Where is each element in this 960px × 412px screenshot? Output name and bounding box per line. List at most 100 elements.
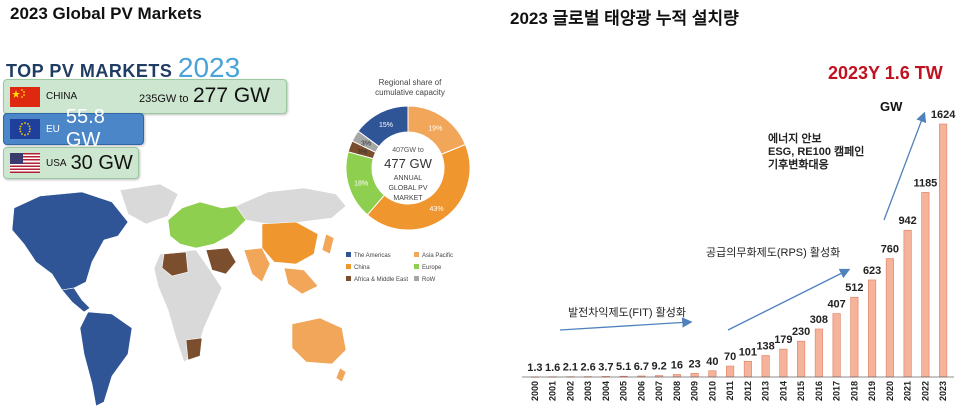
bar-value-label: 70 <box>724 351 736 363</box>
x-tick-label: 2012 <box>743 381 753 401</box>
market-box-china: CHINA 235GW to 277 GW <box>3 79 287 114</box>
donut-caption-line1: Regional share of <box>379 78 442 87</box>
bar-value-label: 16 <box>671 360 683 372</box>
legend-item: RoW <box>422 277 436 283</box>
china-label: CHINA <box>46 91 78 102</box>
bar-2013 <box>761 355 770 378</box>
top-markets-heading: TOP PV MARKETS 2023 <box>6 52 240 84</box>
x-tick-label: 2008 <box>672 381 682 401</box>
bar-value-label: 407 <box>827 299 845 311</box>
china-range: 235GW to 277 GW <box>139 84 270 108</box>
donut-center-line1: ANNUAL <box>394 175 423 182</box>
trend-arrow-rps <box>727 268 851 331</box>
map-north-america <box>11 191 129 291</box>
bar-value-label: 1624 <box>931 109 956 121</box>
unit-label: GW <box>880 99 903 114</box>
x-tick-label: 2021 <box>903 381 913 401</box>
bar-value-label: 308 <box>810 314 828 326</box>
donut-slice-china <box>366 143 471 231</box>
bar-2022 <box>921 192 930 378</box>
donut-center-big: 477 GW <box>384 156 432 171</box>
bar-value-label: 623 <box>863 265 881 277</box>
donut-slice-label: 3% <box>357 149 367 156</box>
x-tick-label: 2009 <box>690 381 700 401</box>
left-panel-title: 2023 Global PV Markets <box>10 4 202 23</box>
annotation-esg-line3: 기후변화대응 <box>768 159 829 171</box>
x-tick-label: 2022 <box>920 381 930 401</box>
china-range-small: 235GW to <box>138 93 189 105</box>
eu-value: 55.8 GW <box>65 106 105 151</box>
bar-2021 <box>903 229 912 378</box>
x-tick-label: 2018 <box>849 381 859 401</box>
top-markets-heading-text: TOP PV MARKETS <box>6 61 173 81</box>
right-panel-title: 2023 글로벌 태양광 누적 설치량 <box>510 9 739 28</box>
bar-value-label: 138 <box>756 341 774 353</box>
annotation-esg-line1: 에너지 안보 <box>768 133 822 145</box>
bar-value-label: 1185 <box>913 177 937 189</box>
legend-swatch <box>346 276 351 281</box>
legend-swatch <box>414 252 419 257</box>
x-tick-label: 2004 <box>601 381 611 401</box>
x-tick-label: 2017 <box>832 381 842 401</box>
bar-2016 <box>814 328 823 378</box>
map-north-africa <box>161 251 189 277</box>
eu-label: EU <box>46 123 60 135</box>
bar-value-label: 179 <box>774 334 792 346</box>
x-tick-label: 2011 <box>725 381 735 401</box>
usa-flag-icon <box>10 153 40 173</box>
cumulative-installation-bar-chart: 1.3 1.6 2.1 2.6 3.7 5.1 6.7 9.2 16 23 40 70 101 13817… <box>522 109 956 401</box>
bar-value-label: 230 <box>792 326 810 338</box>
legend-swatch <box>346 252 351 257</box>
x-tick-label: 2010 <box>707 381 717 401</box>
usa-label: USA <box>46 157 67 169</box>
map-australia <box>291 317 347 365</box>
map-south-america <box>79 311 133 407</box>
x-tick-label: 2023 <box>938 381 948 401</box>
donut-slice-label: 18% <box>354 180 368 187</box>
bar-value-label: 6.7 <box>634 361 649 373</box>
x-tick-label: 2003 <box>583 381 593 401</box>
map-russia <box>235 187 347 225</box>
donut-slice-label: 43% <box>430 206 444 213</box>
annotation-fit: 발전차익제도(FIT) 활성화 <box>568 307 686 319</box>
trend-arrow-esg <box>883 111 927 221</box>
bar-value-label: 2.1 <box>563 362 578 374</box>
bar-value-label: 1.3 <box>527 362 542 374</box>
market-box-eu: EU 55.8 GW <box>3 106 144 151</box>
legend-item: The Americas <box>354 253 391 259</box>
map-south-africa <box>185 337 203 361</box>
bar-value-label: 9.2 <box>651 361 666 373</box>
donut-slice-the-americas <box>357 105 409 148</box>
bar-value-label: 40 <box>706 356 718 368</box>
map-india <box>243 247 271 283</box>
usa-value: 30 GW <box>70 151 133 174</box>
legend-swatch <box>414 264 419 269</box>
bar-value-label: 5.1 <box>616 361 631 373</box>
legend-swatch <box>346 264 351 269</box>
map-new-zealand <box>335 367 347 383</box>
bar-2020 <box>885 258 894 378</box>
bar-2023 <box>939 123 948 378</box>
bar-value-label: 101 <box>739 346 757 358</box>
x-tick-label: 2014 <box>778 381 788 401</box>
x-tick-label: 2006 <box>636 381 646 401</box>
eu-flag-icon <box>10 119 40 139</box>
legend-item: Europe <box>422 265 442 271</box>
legend-item: Asia Pacific <box>422 253 453 259</box>
x-tick-label: 2002 <box>565 381 575 401</box>
headline-total: 2023Y 1.6 TW <box>828 63 943 83</box>
bar-2017 <box>832 313 841 378</box>
bar-value-label: 512 <box>845 282 863 294</box>
china-range-big: 277 GW <box>192 84 270 107</box>
bar-2009 <box>690 373 699 378</box>
trend-arrow-fit <box>559 317 693 331</box>
map-japan <box>321 233 335 255</box>
bar-2012 <box>743 360 752 378</box>
bar-value-label: 760 <box>881 244 899 256</box>
bar-2015 <box>797 340 806 378</box>
legend-swatch <box>414 276 419 281</box>
annotation-esg-line2: ESG, RE100 캠페인 <box>768 146 865 158</box>
regional-share-donut-chart: Regional share of cumulative capacity 19… <box>345 78 471 283</box>
x-tick-label: 2015 <box>796 381 806 401</box>
x-tick-label: 2016 <box>814 381 824 401</box>
